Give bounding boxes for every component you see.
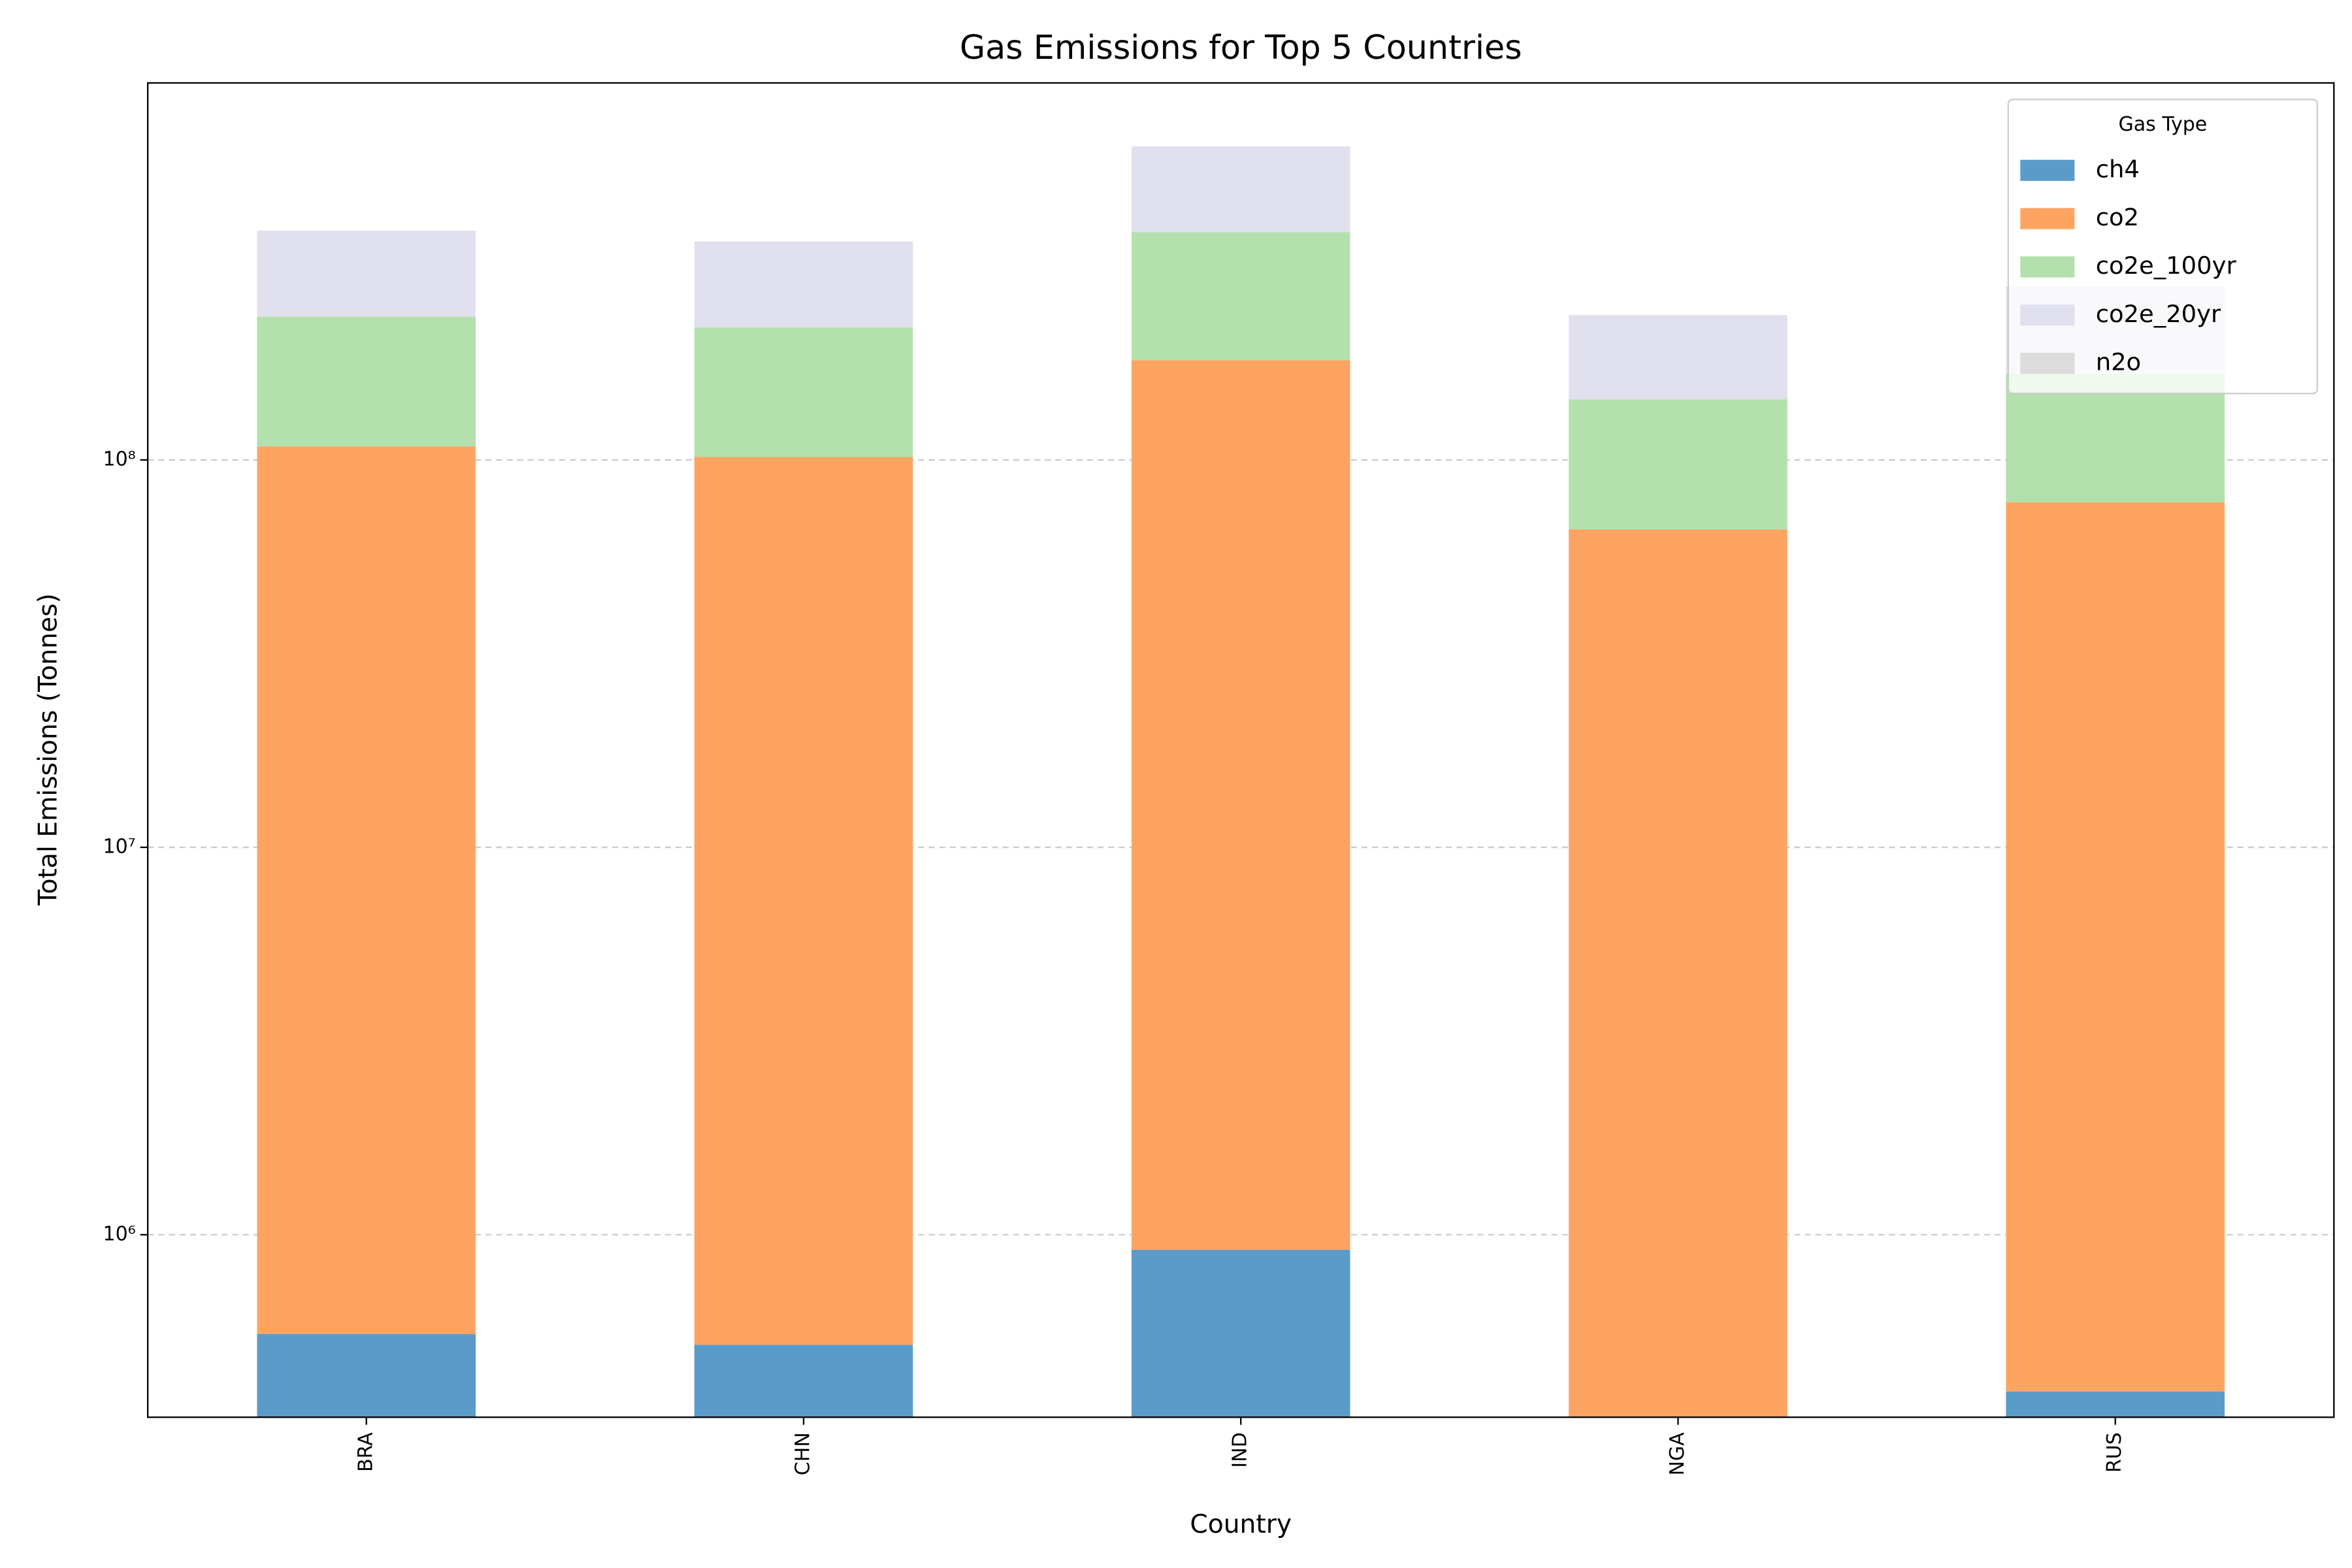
bar-segment — [2006, 374, 2225, 502]
bar-segment — [694, 1345, 913, 1418]
x-tick-label: CHN — [792, 1432, 815, 1475]
bar-segment — [694, 457, 913, 1345]
bar-segment — [1131, 360, 1350, 1250]
bar-segment — [257, 1333, 476, 1418]
legend-label: n2o — [2096, 348, 2141, 376]
y-tick-label: 10⁶ — [103, 1222, 135, 1245]
bar-segment — [1131, 1249, 1350, 1418]
bar-segment — [257, 231, 476, 317]
legend-label: co2 — [2096, 203, 2139, 231]
legend-title: Gas Type — [2119, 113, 2208, 136]
legend-swatch — [2020, 159, 2075, 181]
bar-segment — [1569, 399, 1788, 530]
x-axis-label: Country — [1190, 1510, 1292, 1539]
bar-segment — [2006, 502, 2225, 1392]
legend-swatch — [2020, 304, 2075, 326]
bar-segment — [257, 446, 476, 1334]
x-tick-label: RUS — [2103, 1432, 2126, 1473]
ticks: 10⁶ 10⁷ 10⁸ BRA CHN IND NGA RUS — [103, 448, 2126, 1475]
legend-frame — [2007, 99, 2319, 395]
bar-segment — [2006, 1391, 2225, 1418]
legend-swatch — [2020, 256, 2075, 278]
y-tick-label: 10⁷ — [103, 835, 135, 858]
bar-segment — [694, 241, 913, 328]
bar-segment — [694, 327, 913, 457]
x-tick-label: BRA — [354, 1432, 377, 1472]
legend-swatch — [2020, 208, 2075, 229]
legend-swatch — [2020, 353, 2075, 374]
x-tick-label: NGA — [1666, 1432, 1689, 1476]
legend-label: co2e_20yr — [2096, 300, 2221, 328]
y-axis-label: Total Emissions (Tonnes) — [34, 593, 63, 906]
bar-segment — [1131, 146, 1350, 233]
x-tick-label: IND — [1229, 1432, 1252, 1467]
bar-segment — [1131, 232, 1350, 361]
legend-label: ch4 — [2096, 155, 2140, 183]
bar-segment — [1569, 529, 1788, 1418]
bar-segment — [1569, 315, 1788, 400]
bars — [257, 146, 2225, 1418]
legend-label: co2e_100yr — [2096, 252, 2237, 280]
bar-segment — [257, 316, 476, 447]
legend: Gas Type ch4 co2 co2e_100yr co2e_20yr n2o — [2007, 99, 2319, 395]
chart-title: Gas Emissions for Top 5 Countries — [960, 28, 1522, 67]
y-tick-label: 10⁸ — [103, 448, 135, 470]
